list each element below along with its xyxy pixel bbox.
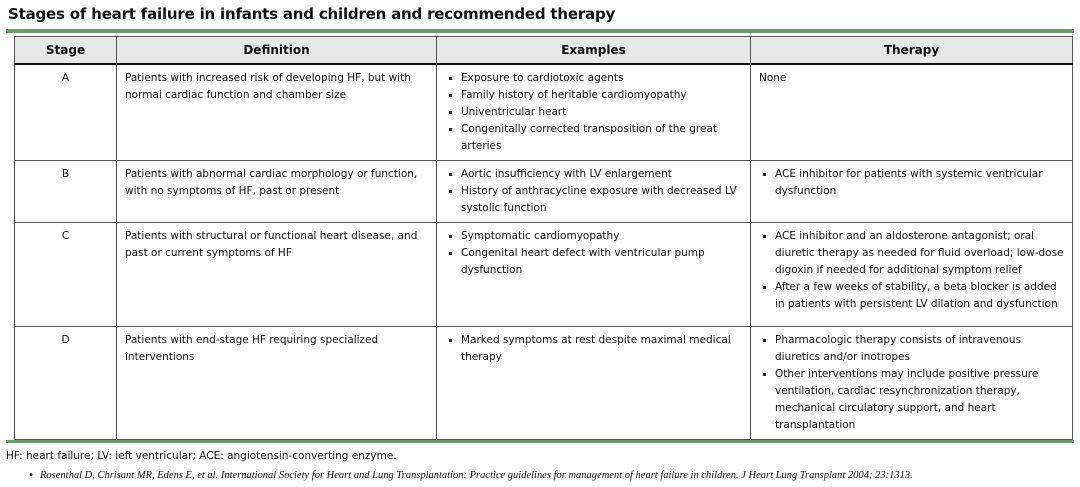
definition-cell: Patients with structural or functional h… (116, 222, 437, 327)
list-item: Congenitally corrected transposition of … (445, 121, 742, 155)
reference-line: • Rosenthal D, Chrisant MR, Edens E, et … (28, 469, 1074, 483)
definition-cell: Patients with end-stage HF requiring spe… (116, 326, 437, 440)
therapy-text: None (759, 72, 787, 84)
examples-cell: Exposure to cardiotoxic agents Family his… (436, 63, 751, 161)
table-row: D Patients with end-stage HF requiring sp… (14, 326, 1073, 440)
bullet-icon: • (28, 470, 34, 481)
examples-cell: Aortic insufficiency with LV enlargement… (436, 160, 751, 223)
list-item: ACE inhibitor and an aldosterone antagon… (759, 228, 1064, 279)
table-container: Stage Definition Examples Therapy A Patients… (6, 33, 1074, 440)
definition-cell: Patients with increased risk of developi… (116, 63, 437, 161)
table-title: Stages of heart failure in infants and c… (8, 5, 616, 23)
list-item: ACE inhibitor for patients with systemic… (759, 166, 1064, 200)
column-header: Examples (436, 36, 751, 65)
bullet-list: Symptomatic cardiomyopathy Congenital hea… (445, 228, 742, 279)
column-header: Definition (116, 36, 437, 65)
therapy-cell: ACE inhibitor for patients with systemic… (750, 160, 1073, 223)
list-item: Pharmacologic therapy consists of intrav… (759, 332, 1064, 366)
table-row: C Patients with structural or functional … (14, 222, 1073, 327)
table-row: A Patients with increased risk of develop… (14, 63, 1073, 161)
definition-cell: Patients with abnormal cardiac morpholog… (116, 160, 437, 223)
column-header: Stage (14, 36, 117, 65)
bullet-list: Pharmacologic therapy consists of intrav… (759, 332, 1064, 434)
bullet-list: Exposure to cardiotoxic agents Family his… (445, 70, 742, 155)
list-item: Other interventions may include positive… (759, 366, 1064, 434)
stage-cell: C (14, 222, 117, 327)
stage-cell: A (14, 63, 117, 161)
list-item: Symptomatic cardiomyopathy (445, 228, 742, 245)
table-row: B Patients with abnormal cardiac morpholo… (14, 160, 1073, 223)
list-item: Congenital heart defect with ventricular… (445, 245, 742, 279)
column-header: Therapy (750, 36, 1073, 65)
list-item: Univentricular heart (445, 104, 742, 121)
therapy-cell: Pharmacologic therapy consists of intrav… (750, 326, 1073, 440)
footnote: HF: heart failure; LV: left ventricular;… (6, 450, 397, 462)
bullet-list: ACE inhibitor and an aldosterone antagon… (759, 228, 1064, 313)
header-row: Stage Definition Examples Therapy (14, 36, 1073, 65)
list-item: After a few weeks of stability, a beta b… (759, 279, 1064, 313)
stage-cell: B (14, 160, 117, 223)
list-item: Marked symptoms at rest despite maximal … (445, 332, 742, 366)
bottom-rule (6, 440, 1074, 443)
list-item: Family history of heritable cardiomyopat… (445, 87, 742, 104)
top-rule (6, 29, 1074, 33)
therapy-cell: None (750, 63, 1073, 161)
examples-cell: Marked symptoms at rest despite maximal … (436, 326, 751, 440)
reference: Rosenthal D, Chrisant MR, Edens E, et al… (40, 470, 913, 481)
list-item: History of anthracycline exposure with d… (445, 183, 742, 217)
therapy-cell: ACE inhibitor and an aldosterone antagon… (750, 222, 1073, 327)
examples-cell: Symptomatic cardiomyopathy Congenital hea… (436, 222, 751, 327)
bullet-list: ACE inhibitor for patients with systemic… (759, 166, 1064, 200)
bullet-list: Marked symptoms at rest despite maximal … (445, 332, 742, 366)
list-item: Aortic insufficiency with LV enlargement (445, 166, 742, 183)
heart-failure-stages-table: Stage Definition Examples Therapy A Patients… (14, 36, 1073, 440)
stage-cell: D (14, 326, 117, 440)
bullet-list: Aortic insufficiency with LV enlargement… (445, 166, 742, 217)
list-item: Exposure to cardiotoxic agents (445, 70, 742, 87)
